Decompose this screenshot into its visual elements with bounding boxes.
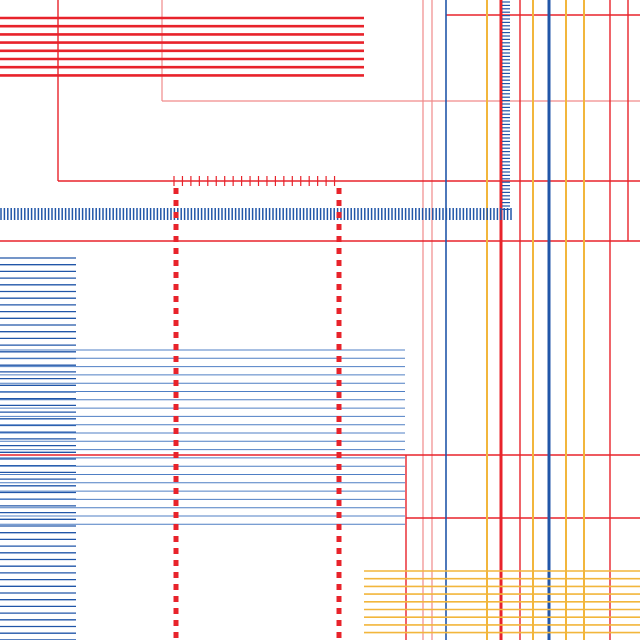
- light-red-frame-lines: [161, 0, 640, 640]
- blue-vertical-hatch: [502, 1, 510, 210]
- yellow-bottom-stripes: [364, 570, 640, 634]
- yellow-vertical-lines: [486, 0, 585, 640]
- red-horizontal-stripes: [0, 16, 364, 77]
- red-dashed-columns: [173, 188, 342, 638]
- red-ruler-ticks: [173, 176, 336, 186]
- blue-hatch-band: [0, 208, 512, 220]
